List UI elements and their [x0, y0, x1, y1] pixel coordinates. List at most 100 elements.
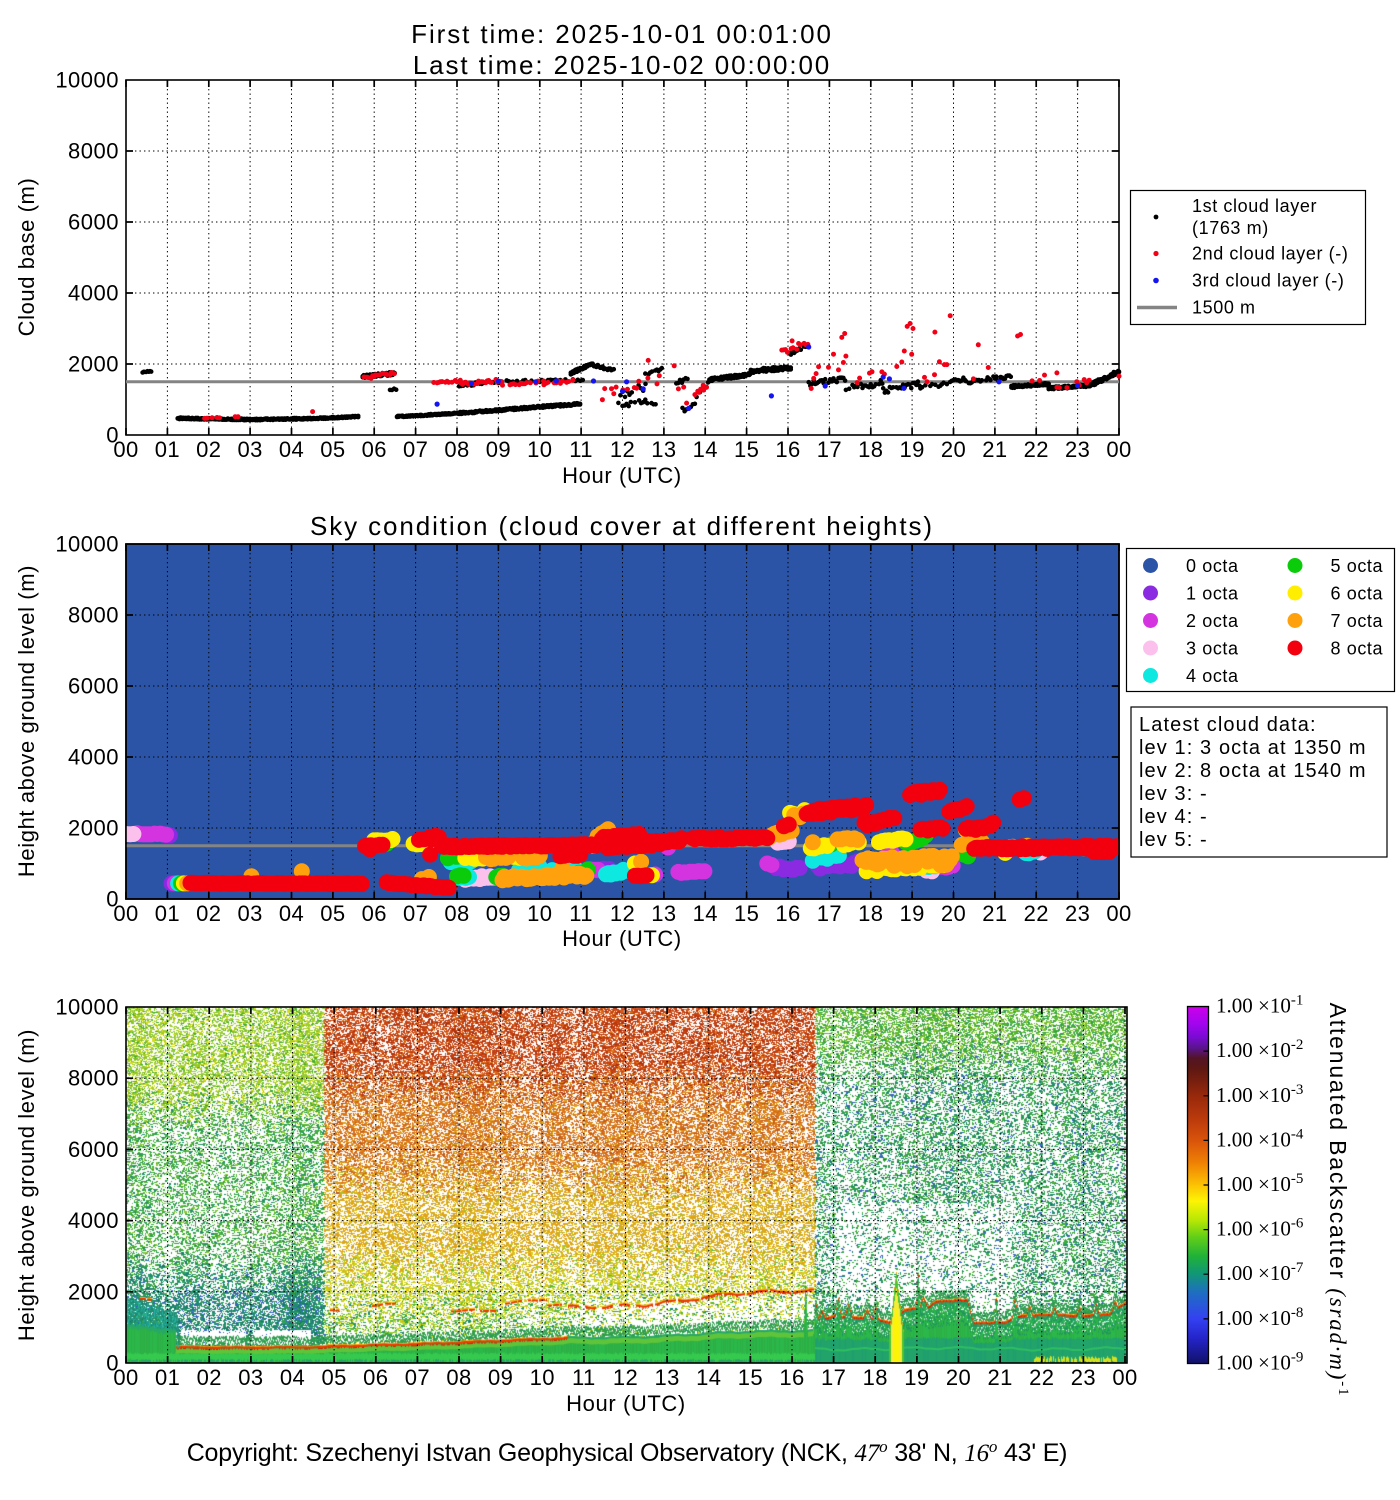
svg-text:Hour (UTC): Hour (UTC) [562, 463, 682, 488]
svg-text:Last time: 2025-10-02 00:00:00: Last time: 2025-10-02 00:00:00 [413, 50, 831, 80]
svg-text:11: 11 [569, 901, 593, 926]
svg-text:First time: 2025-10-01 00:01:0: First time: 2025-10-01 00:01:00 [411, 19, 833, 49]
svg-text:22: 22 [1024, 437, 1049, 462]
svg-text:1.00 ×10-6: 1.00 ×10-6 [1216, 1216, 1304, 1241]
svg-text:3rd cloud layer (-): 3rd cloud layer (-) [1192, 271, 1344, 291]
svg-text:14: 14 [693, 437, 718, 462]
svg-text:lev 1: 3 octa at 1350 m: lev 1: 3 octa at 1350 m [1139, 737, 1367, 759]
svg-text:1.00 ×10-7: 1.00 ×10-7 [1216, 1260, 1304, 1285]
svg-text:14: 14 [696, 1365, 721, 1390]
svg-text:22: 22 [1024, 901, 1049, 926]
svg-text:1.00 ×10-8: 1.00 ×10-8 [1216, 1305, 1303, 1330]
svg-text:16: 16 [779, 1365, 804, 1390]
svg-text:07: 07 [403, 437, 428, 462]
svg-text:03: 03 [237, 437, 262, 462]
svg-text:15: 15 [738, 1365, 763, 1390]
svg-text:Sky condition (cloud cover at: Sky condition (cloud cover at different … [310, 511, 934, 541]
svg-text:05: 05 [320, 437, 345, 462]
svg-text:10: 10 [530, 1365, 555, 1390]
svg-text:lev 4: -: lev 4: - [1139, 806, 1208, 828]
svg-text:13: 13 [651, 901, 676, 926]
svg-text:05: 05 [320, 901, 345, 926]
svg-text:Attenuated Backscatter (srad·m: Attenuated Backscatter (srad·m)-1 [1325, 1003, 1351, 1398]
svg-text:19: 19 [904, 1365, 929, 1390]
svg-text:13: 13 [651, 437, 676, 462]
svg-text:01: 01 [155, 1365, 180, 1390]
svg-text:12: 12 [613, 1365, 638, 1390]
svg-text:lev 5: -: lev 5: - [1139, 829, 1208, 851]
svg-text:10000: 10000 [55, 68, 119, 93]
svg-text:Height above ground level (m): Height above ground level (m) [14, 565, 39, 877]
svg-text:10: 10 [527, 437, 552, 462]
svg-text:20: 20 [946, 1365, 971, 1390]
svg-text:8000: 8000 [68, 1066, 119, 1091]
svg-text:09: 09 [488, 1365, 513, 1390]
svg-text:8 octa: 8 octa [1331, 639, 1384, 659]
svg-text:19: 19 [899, 901, 924, 926]
svg-text:17: 17 [817, 901, 842, 926]
svg-text:02: 02 [196, 437, 221, 462]
svg-text:1.00 ×10-4: 1.00 ×10-4 [1216, 1126, 1304, 1151]
svg-text:3 octa: 3 octa [1186, 639, 1239, 659]
svg-text:2nd cloud layer (-): 2nd cloud layer (-) [1192, 244, 1348, 264]
svg-text:11: 11 [572, 1365, 596, 1390]
svg-text:23: 23 [1071, 1365, 1096, 1390]
svg-text:16: 16 [775, 437, 800, 462]
svg-text:1.00 ×10-2: 1.00 ×10-2 [1216, 1037, 1303, 1062]
svg-text:07: 07 [403, 901, 428, 926]
svg-text:Hour (UTC): Hour (UTC) [566, 1391, 686, 1416]
svg-text:7 octa: 7 octa [1331, 611, 1384, 631]
svg-text:lev 2: 8 octa at 1540 m: lev 2: 8 octa at 1540 m [1139, 760, 1367, 782]
svg-text:10000: 10000 [55, 995, 119, 1020]
svg-text:4000: 4000 [68, 1208, 119, 1233]
svg-text:06: 06 [363, 1365, 388, 1390]
svg-text:1.00 ×10-3: 1.00 ×10-3 [1216, 1082, 1303, 1107]
svg-text:00: 00 [113, 437, 138, 462]
svg-text:10: 10 [527, 901, 552, 926]
svg-text:12: 12 [610, 437, 635, 462]
svg-text:1.00 ×10-1: 1.00 ×10-1 [1216, 993, 1303, 1018]
svg-text:20: 20 [941, 437, 966, 462]
svg-text:20: 20 [941, 901, 966, 926]
svg-text:08: 08 [446, 1365, 471, 1390]
svg-text:02: 02 [196, 901, 221, 926]
svg-text:00: 00 [1106, 437, 1131, 462]
svg-text:1.00 ×10-9: 1.00 ×10-9 [1216, 1350, 1303, 1375]
svg-text:1.00 ×10-5: 1.00 ×10-5 [1216, 1171, 1303, 1196]
svg-text:Height above ground level (m): Height above ground level (m) [14, 1029, 39, 1341]
svg-text:18: 18 [863, 1365, 888, 1390]
svg-text:6000: 6000 [68, 210, 119, 235]
svg-text:Latest cloud data:: Latest cloud data: [1139, 714, 1317, 736]
svg-text:6000: 6000 [68, 1137, 119, 1162]
svg-text:02: 02 [197, 1365, 222, 1390]
svg-text:04: 04 [279, 437, 304, 462]
svg-text:23: 23 [1065, 901, 1090, 926]
svg-text:0: 0 [106, 423, 119, 448]
svg-text:0 octa: 0 octa [1186, 556, 1239, 576]
svg-text:Copyright: Szechenyi Istvan Ge: Copyright: Szechenyi Istvan Geophysical … [187, 1437, 1068, 1467]
svg-text:21: 21 [982, 901, 1007, 926]
svg-text:00: 00 [1106, 901, 1131, 926]
svg-text:2000: 2000 [68, 352, 119, 377]
svg-text:6 octa: 6 octa [1331, 584, 1384, 604]
svg-text:4000: 4000 [68, 745, 119, 770]
svg-text:04: 04 [279, 901, 304, 926]
svg-text:19: 19 [899, 437, 924, 462]
svg-text:17: 17 [821, 1365, 846, 1390]
svg-text:2000: 2000 [68, 816, 119, 841]
svg-text:5 octa: 5 octa [1331, 556, 1384, 576]
svg-text:12: 12 [610, 901, 635, 926]
svg-text:lev 3: -: lev 3: - [1139, 783, 1208, 805]
svg-text:Hour (UTC): Hour (UTC) [562, 926, 682, 951]
svg-text:03: 03 [238, 1365, 263, 1390]
svg-text:8000: 8000 [68, 139, 119, 164]
svg-text:05: 05 [321, 1365, 346, 1390]
svg-text:06: 06 [362, 901, 387, 926]
svg-text:2 octa: 2 octa [1186, 611, 1239, 631]
svg-text:23: 23 [1065, 437, 1090, 462]
svg-text:8000: 8000 [68, 603, 119, 628]
svg-text:15: 15 [734, 901, 759, 926]
svg-text:21: 21 [982, 437, 1007, 462]
svg-text:2000: 2000 [68, 1279, 119, 1304]
svg-text:09: 09 [486, 437, 511, 462]
